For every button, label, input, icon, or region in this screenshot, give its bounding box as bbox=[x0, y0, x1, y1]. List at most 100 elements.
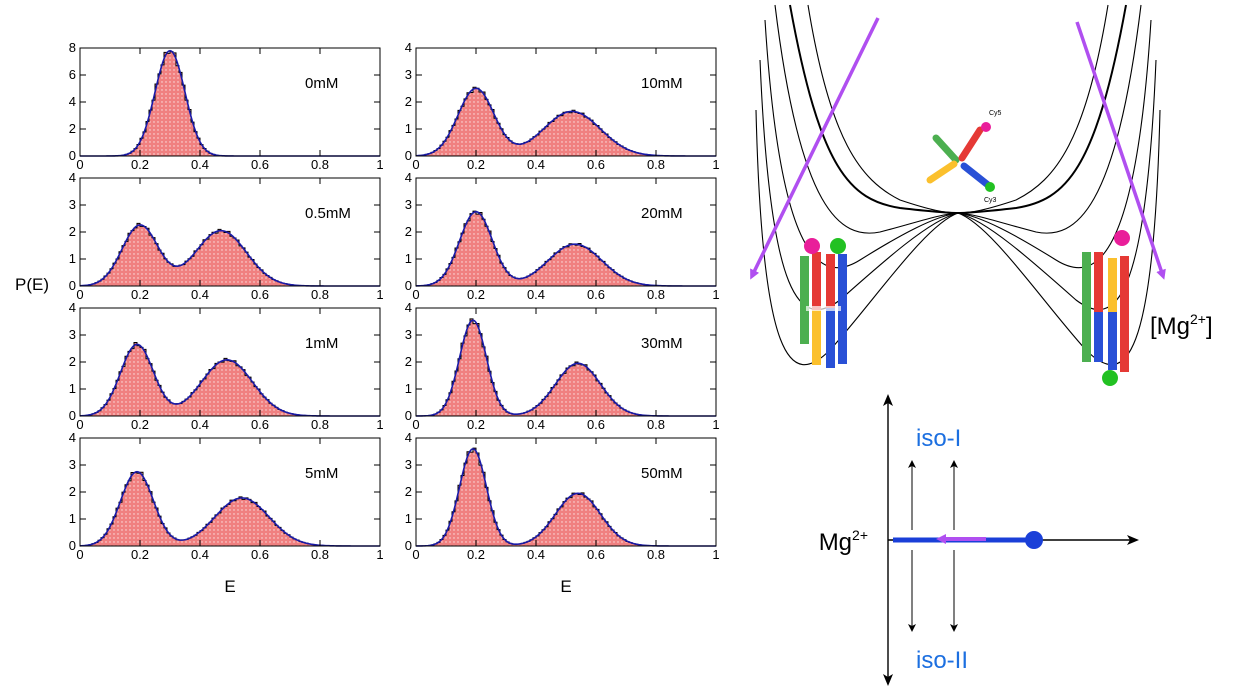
x-tick-label: 0.2 bbox=[467, 547, 485, 562]
panel-frame bbox=[79, 47, 381, 157]
y-tick-label: 4 bbox=[405, 430, 412, 445]
y-tick-label: 3 bbox=[405, 197, 412, 212]
phase-critical-point bbox=[1025, 531, 1043, 549]
x-tick-label: 0.2 bbox=[467, 417, 485, 432]
x-tick-label: 0.4 bbox=[191, 287, 209, 302]
x-tick-label: 0.8 bbox=[647, 417, 665, 432]
y-tick-label: 1 bbox=[405, 511, 412, 526]
x-tick-label: 0.6 bbox=[587, 547, 605, 562]
x-tick-label: 1 bbox=[712, 157, 719, 172]
y-tick-label: 0 bbox=[405, 278, 412, 293]
x-tick-label: 0.8 bbox=[311, 547, 329, 562]
y-tick-label: 4 bbox=[69, 300, 76, 315]
x-tick-label: 0 bbox=[76, 287, 83, 302]
x-tick-label: 0.4 bbox=[191, 417, 209, 432]
x-tick-label: 0.4 bbox=[527, 157, 545, 172]
open-junction-icon: Cy5 Cy3 bbox=[926, 110, 1002, 204]
histogram-area bbox=[416, 318, 716, 416]
y-tick-label: 3 bbox=[69, 457, 76, 472]
y-tick-label: 1 bbox=[405, 381, 412, 396]
stacked-conformer-right-icon bbox=[1082, 230, 1130, 386]
phase-diagram: Mg2+ iso-I iso-II bbox=[819, 394, 1139, 686]
x-tick-label: 0 bbox=[76, 157, 83, 172]
histogram-edge bbox=[80, 51, 380, 157]
x-tick-label: 0.2 bbox=[467, 157, 485, 172]
histogram-panel-2: 0 0.2 0.4 0.6 0.8 1 0 1 2 3 4 0.5mM bbox=[69, 170, 384, 302]
panel-title: 10mM bbox=[641, 75, 683, 92]
x-tick-label: 0.4 bbox=[527, 547, 545, 562]
y-tick-label: 0 bbox=[69, 408, 76, 423]
stacked-conformer-left-icon bbox=[800, 238, 847, 368]
x-tick-label: 0.8 bbox=[311, 287, 329, 302]
y-tick-label: 4 bbox=[405, 300, 412, 315]
x-tick-label: 0 bbox=[412, 547, 419, 562]
x-tick-label: 1 bbox=[712, 417, 719, 432]
y-tick-label: 3 bbox=[405, 457, 412, 472]
histogram-panels: 0 0.2 0.4 0.6 0.8 1 0 2 4 6 8 0mM 0 0.2 0.4 0.6 0.8 1 0 1 2 3… bbox=[69, 40, 720, 562]
y-tick-label: 1 bbox=[69, 251, 76, 266]
curve-2 bbox=[789, 4, 1127, 215]
x-tick-label: 0.8 bbox=[647, 157, 665, 172]
x-tick-label: 0.6 bbox=[251, 157, 269, 172]
panel-title: 1mM bbox=[305, 335, 338, 352]
y-tick-label: 6 bbox=[69, 67, 76, 82]
histogram-area bbox=[80, 342, 380, 416]
y-tick-label: 2 bbox=[405, 224, 412, 239]
x-tick-label: 0.4 bbox=[527, 417, 545, 432]
x-tick-label: 0.6 bbox=[251, 417, 269, 432]
y-tick-label: 4 bbox=[405, 170, 412, 185]
x-tick-label: 0.2 bbox=[131, 547, 149, 562]
x-tick-label: 0.6 bbox=[587, 287, 605, 302]
x-tick-label: 0.8 bbox=[647, 547, 665, 562]
phase-axis-label: Mg2+ bbox=[819, 527, 868, 556]
energy-landscape: Cy5 Cy3 bbox=[750, 4, 1213, 386]
x-tick-label: 0.6 bbox=[587, 157, 605, 172]
panel-title: 5mM bbox=[305, 465, 338, 482]
y-tick-label: 3 bbox=[405, 67, 412, 82]
histogram-area bbox=[416, 448, 716, 546]
panel-title: 0mM bbox=[305, 75, 338, 92]
x-tick-label: 0.2 bbox=[131, 417, 149, 432]
y-tick-label: 2 bbox=[69, 224, 76, 239]
y-tick-label: 1 bbox=[405, 251, 412, 266]
cy3-label: Cy3 bbox=[984, 197, 997, 204]
y-tick-label: 1 bbox=[405, 121, 412, 136]
y-tick-label: 0 bbox=[69, 538, 76, 553]
x-tick-label: 0.4 bbox=[191, 547, 209, 562]
iso-ii-label: iso-II bbox=[916, 647, 968, 674]
y-tick-label: 0 bbox=[405, 538, 412, 553]
y-tick-label: 2 bbox=[69, 354, 76, 369]
y-tick-label: 0 bbox=[405, 408, 412, 423]
histogram-panel-0: 0 0.2 0.4 0.6 0.8 1 0 2 4 6 8 0mM bbox=[69, 40, 384, 172]
x-tick-label: 0.8 bbox=[311, 157, 329, 172]
mg-arrow-right bbox=[1075, 21, 1166, 280]
x-tick-label: 0.6 bbox=[587, 417, 605, 432]
y-tick-label: 3 bbox=[69, 197, 76, 212]
y-tick-label: 3 bbox=[69, 327, 76, 342]
histogram-panel-1: 0 0.2 0.4 0.6 0.8 1 0 1 2 3 4 10mM bbox=[405, 40, 720, 172]
y-tick-label: 2 bbox=[405, 94, 412, 109]
y-tick-label: 0 bbox=[405, 148, 412, 163]
iso-i-label: iso-I bbox=[916, 425, 961, 452]
histogram-panel-7: 0 0.2 0.4 0.6 0.8 1 0 1 2 3 4 50mM bbox=[405, 430, 720, 562]
x-tick-label: 0.2 bbox=[467, 287, 485, 302]
panel-title: 20mM bbox=[641, 205, 683, 222]
y-tick-label: 2 bbox=[69, 484, 76, 499]
y-tick-label: 4 bbox=[69, 94, 76, 109]
cy5-label: Cy5 bbox=[989, 110, 1002, 117]
x-tick-label: 0.6 bbox=[251, 287, 269, 302]
y-tick-label: 2 bbox=[405, 354, 412, 369]
x-tick-label: 1 bbox=[376, 417, 383, 432]
x-tick-label: 0.8 bbox=[311, 417, 329, 432]
histogram-area bbox=[416, 87, 716, 156]
x-tick-label: 0 bbox=[412, 287, 419, 302]
histogram-panel-6: 0 0.2 0.4 0.6 0.8 1 0 1 2 3 4 5mM bbox=[69, 430, 384, 562]
histogram-area bbox=[80, 472, 380, 546]
y-tick-label: 2 bbox=[405, 484, 412, 499]
x-tick-label: 0.6 bbox=[251, 547, 269, 562]
x-tick-label: 0 bbox=[412, 417, 419, 432]
x-tick-label: 1 bbox=[376, 547, 383, 562]
y-tick-label: 1 bbox=[69, 511, 76, 526]
x-axis-label-left: E bbox=[224, 577, 235, 596]
